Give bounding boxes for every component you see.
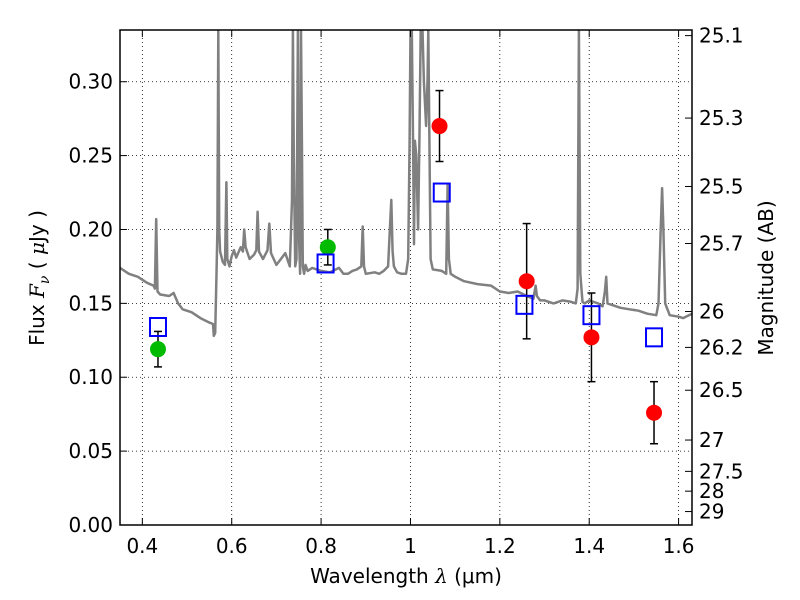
- x-tick-label: 0.4: [126, 534, 158, 558]
- observed-point: [431, 118, 448, 135]
- observed-point: [518, 273, 535, 290]
- x-tick-label: 0.8: [305, 534, 337, 558]
- y-axis-label-unit: Jy ): [25, 210, 49, 244]
- x-tick-label: 1.4: [573, 534, 605, 558]
- x-tick-label: 0.6: [216, 534, 248, 558]
- y-tick-label: 0.00: [68, 513, 113, 537]
- x-axis-label-var: λ: [434, 564, 448, 588]
- y2-tick-label: 27.5: [699, 459, 744, 483]
- y-tick-label: 0.15: [68, 291, 113, 315]
- model-photometry-square: [582, 305, 601, 326]
- y-axis-label-var: F: [25, 283, 49, 299]
- model-photometry-square: [515, 294, 534, 315]
- model-spectrum-line: [120, 30, 692, 338]
- y2-tick-label: 29: [699, 500, 724, 524]
- y-tick-label: 0.20: [68, 217, 113, 241]
- x-tick-label: 1.2: [484, 534, 516, 558]
- y2-tick-label: 25.5: [699, 174, 744, 198]
- plot-frame: [119, 29, 693, 526]
- y-tick-label: 0.25: [68, 144, 113, 168]
- y2-tick-label: 26: [699, 299, 724, 323]
- y2-tick-label: 25.1: [699, 24, 744, 48]
- observed-point: [149, 341, 166, 358]
- y-axis-label-sub: ν: [37, 275, 53, 284]
- observed-point: [583, 329, 600, 346]
- y2-tick-label: 25.3: [699, 106, 744, 130]
- model-photometry-square: [316, 253, 335, 274]
- x-axis-label: Wavelength λ (μm): [310, 564, 502, 588]
- x-axis-label-text: Wavelength: [310, 564, 435, 588]
- y2-tick-label: 26.5: [699, 378, 744, 402]
- y2-tick-label: 25.7: [699, 232, 744, 256]
- observed-point: [646, 404, 663, 421]
- model-photometry-square: [148, 317, 167, 337]
- y2-tick-label: 27: [699, 428, 724, 452]
- y-tick-label: 0.05: [68, 439, 113, 463]
- y2-axis-label: Magnitude (AB): [754, 200, 778, 355]
- observed-point: [319, 239, 336, 256]
- y2-tick-label: 26.2: [699, 335, 744, 359]
- y-axis-label-text: Flux: [25, 298, 49, 346]
- x-tick-label: 1: [404, 534, 417, 558]
- y-tick-label: 0.10: [68, 365, 113, 389]
- y-axis-label-open: (: [25, 255, 49, 276]
- series-layer: [120, 30, 692, 445]
- model-photometry-square: [432, 182, 451, 203]
- y-axis-label-mu: μ: [25, 242, 49, 255]
- x-tick-label: 1.6: [663, 534, 695, 558]
- y-tick-label: 0.30: [68, 70, 113, 94]
- ticks: 0.4 0.6 0.8 1 1.2 1.4 1.6 0.00 0.05 0.10 0.15 0.20 0…: [68, 24, 743, 558]
- y-axis-label: Flux Fν ( μJy ): [25, 210, 53, 346]
- y2-tick-label: 28: [699, 479, 724, 503]
- x-axis-label-unit: (μm): [448, 564, 502, 588]
- model-photometry-square: [645, 327, 664, 348]
